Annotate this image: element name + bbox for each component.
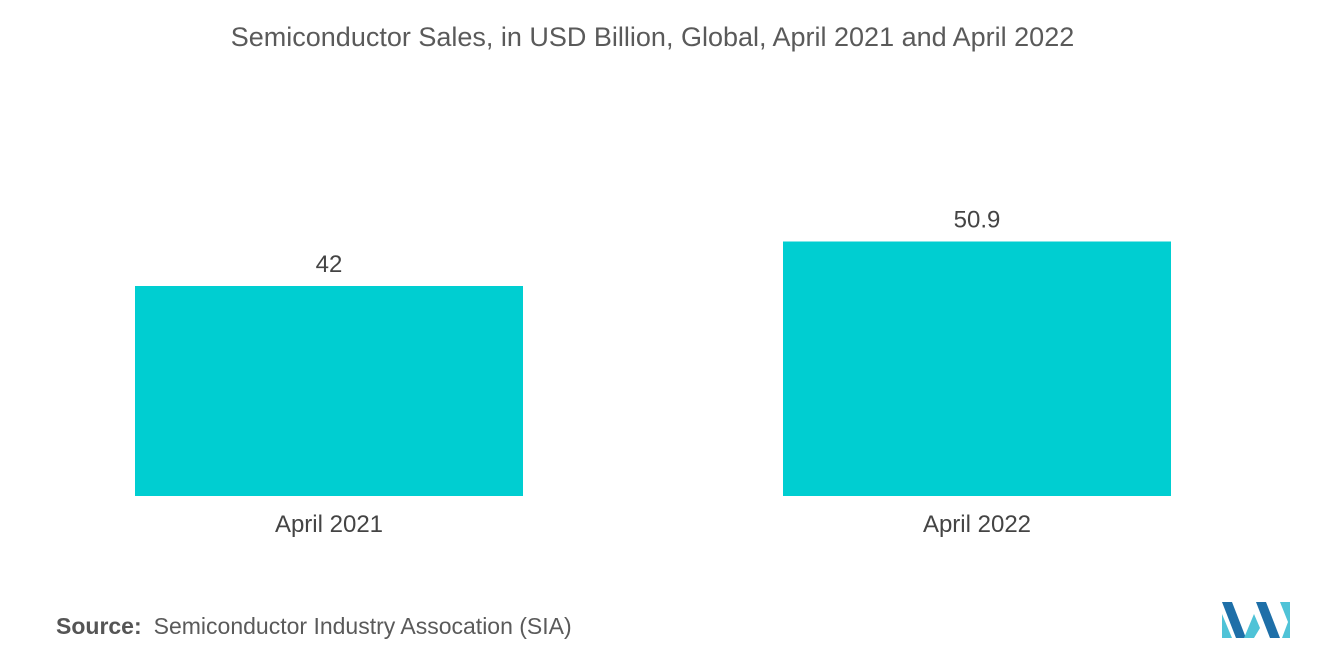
bar-april-2021 [135,286,523,496]
bar-april-2022 [783,241,1171,496]
logo-right-dark-stroke [1256,602,1280,638]
source-text: Semiconductor Industry Assocation (SIA) [153,613,572,639]
logo-right-light-stroke [1280,602,1290,638]
bar-chart: 42 April 2021 50.9 April 2022 [135,207,1171,539]
logo-left-light-stroke [1222,614,1232,638]
source-label: Source: [56,613,142,639]
x-tick-label: April 2022 [923,511,1031,538]
chart-title: Semiconductor Sales, in USD Billion, Glo… [230,22,1075,52]
logo-left-dark-stroke [1222,602,1246,638]
labels-layer: 42 April 2021 50.9 April 2022 [275,207,1031,539]
bars-layer [135,241,1171,496]
mordor-intelligence-logo-icon [1222,602,1290,638]
x-tick-label: April 2021 [275,511,383,538]
bar-value-label: 42 [316,251,343,278]
bar-value-label: 50.9 [954,207,1001,234]
source-note: Source: Semiconductor Industry Assocation… [56,613,572,640]
logo-middle-light-stroke [1244,614,1260,638]
